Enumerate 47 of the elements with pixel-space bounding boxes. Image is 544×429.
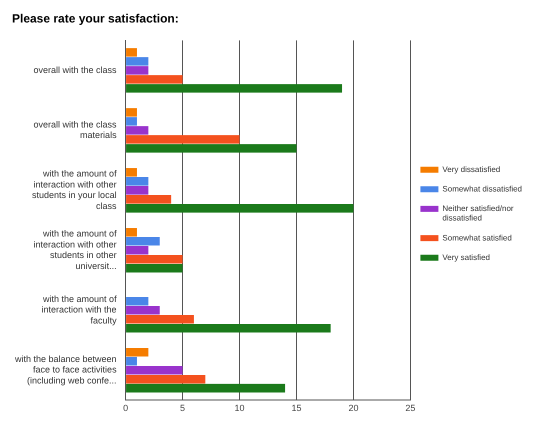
bar (126, 324, 331, 333)
legend-label: Very dissatisfied (442, 164, 500, 174)
bar (126, 57, 148, 66)
bar (126, 168, 137, 177)
x-tick-label: 10 (234, 403, 245, 414)
chart-title: Please rate your satisfaction: (12, 12, 179, 26)
bar (126, 356, 137, 366)
bar (126, 135, 240, 144)
bar (126, 108, 137, 117)
y-tick-label: with the amount of interaction with other students in other universit... (34, 228, 118, 271)
y-tick-label: with the amount of interaction with other students in your local class (32, 168, 118, 211)
bar (126, 314, 194, 324)
x-tick-label: 0 (123, 403, 128, 414)
bar (126, 117, 137, 126)
bar (126, 296, 148, 306)
y-tick-label: with the balance between face to face activities (including web confe... (14, 354, 118, 386)
bar (126, 48, 137, 57)
bar (126, 126, 148, 135)
x-tick-label: 25 (405, 403, 416, 414)
x-tick-label: 5 (180, 403, 186, 414)
y-tick-label: with the amount of interaction with the faculty (42, 294, 118, 326)
bar (126, 264, 183, 273)
bar (126, 177, 148, 186)
x-tick-label: 15 (291, 403, 302, 414)
bar (126, 306, 160, 315)
bar (126, 195, 172, 204)
x-tick-label: 20 (348, 403, 358, 414)
legend-label: Very satisfied (442, 252, 490, 262)
bar (126, 84, 342, 93)
y-tick-label: overall with the class (34, 64, 118, 75)
bar (126, 374, 206, 384)
legend-label: Somewhat satisfied (442, 233, 512, 242)
bar (126, 384, 286, 392)
bar (126, 246, 148, 255)
bar (126, 186, 148, 195)
bar (126, 66, 148, 75)
bar (126, 228, 137, 237)
bar (126, 144, 296, 153)
bar (126, 255, 183, 264)
bar (126, 204, 354, 213)
legend-label: Somewhat dissatisfied (442, 184, 522, 194)
bar (126, 75, 183, 84)
bar (126, 348, 148, 356)
bar (126, 237, 160, 246)
legend-label: Neither satisfied/nor dissatisfied (442, 204, 514, 223)
y-tick-label: overall with the class materials (34, 119, 118, 140)
bar (126, 366, 183, 374)
